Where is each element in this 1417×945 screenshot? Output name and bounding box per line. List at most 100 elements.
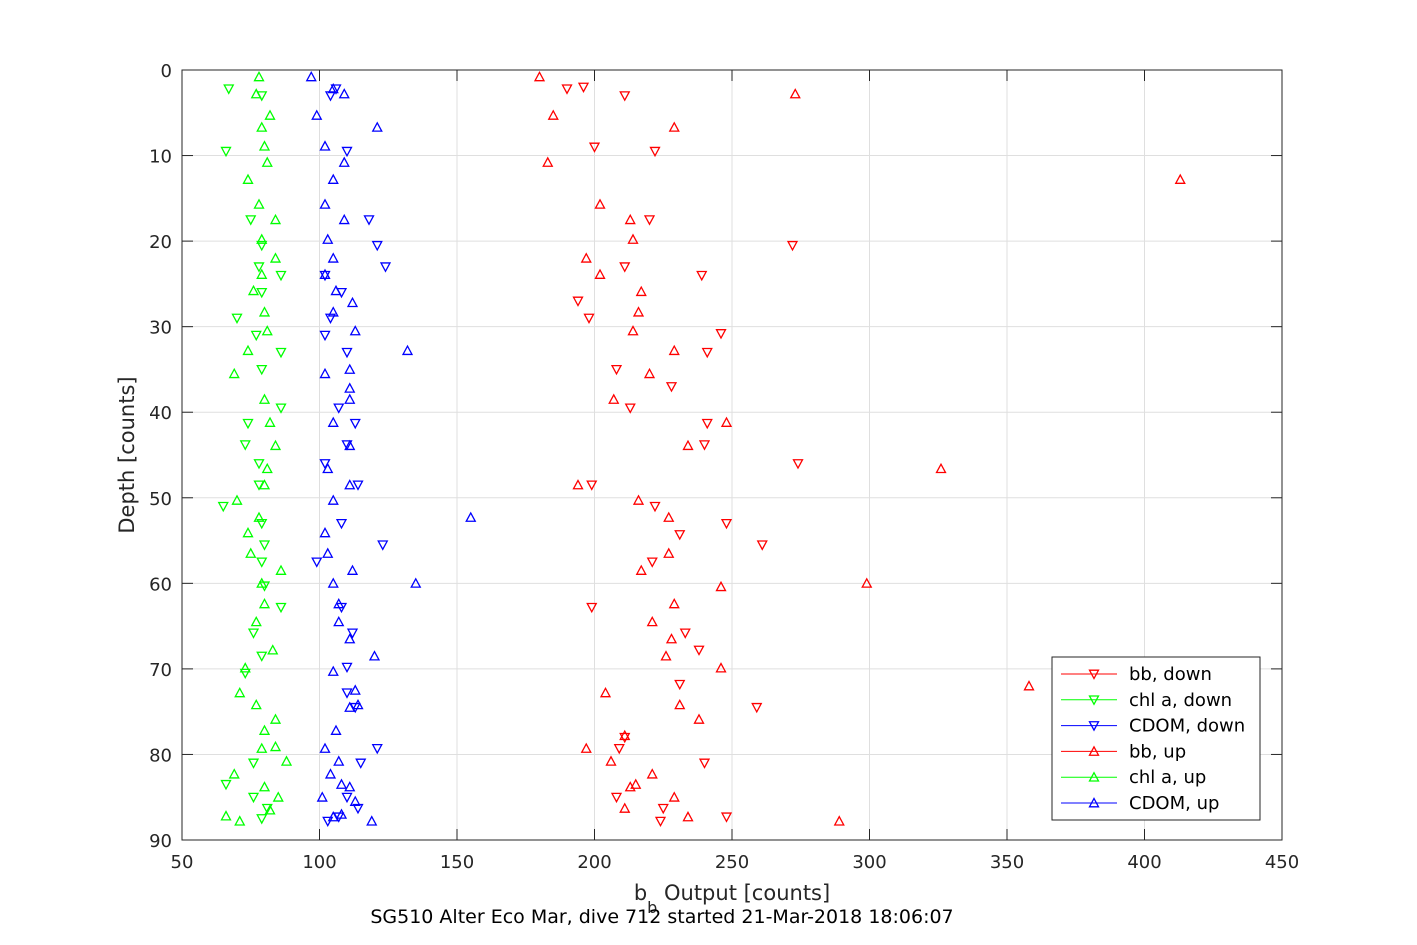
- data-point: [696, 270, 708, 282]
- data-point: [258, 306, 271, 317]
- data-point: [344, 701, 356, 712]
- data-point: [649, 146, 661, 158]
- data-point: [649, 501, 661, 513]
- legend-item: bb, up: [1061, 741, 1186, 762]
- data-point: [324, 91, 337, 102]
- data-point: [693, 713, 705, 724]
- data-point: [247, 758, 260, 769]
- data-point: [319, 270, 331, 282]
- data-point: [341, 792, 353, 804]
- data-point: [269, 740, 282, 752]
- legend-marker: [1088, 721, 1100, 732]
- data-point: [660, 650, 672, 661]
- data-point: [643, 367, 656, 379]
- y-tick-label: 40: [149, 403, 172, 424]
- data-point: [322, 233, 334, 244]
- data-point: [682, 811, 694, 822]
- y-tick-labels: 0 10 20 30 40 50 60 70 80 90: [149, 61, 172, 852]
- data-point: [379, 262, 392, 273]
- data-point: [311, 109, 323, 120]
- data-point: [330, 84, 342, 95]
- data-point: [239, 668, 251, 680]
- data-point: [319, 742, 331, 753]
- data-point: [250, 698, 262, 710]
- data-point: [627, 233, 639, 244]
- data-point: [720, 812, 733, 823]
- data-point: [327, 665, 339, 676]
- data-point: [632, 306, 645, 317]
- data-point: [322, 816, 334, 828]
- data-point: [327, 416, 339, 427]
- data-point: [355, 758, 367, 769]
- legend: bb, down chl a, down CDOM, down bb, up chl a…: [1051, 656, 1261, 821]
- data-point: [341, 688, 353, 699]
- data-point: [720, 518, 733, 530]
- data-point: [261, 803, 273, 815]
- data-point: [228, 768, 240, 779]
- data-point: [258, 479, 271, 490]
- data-point: [635, 285, 647, 297]
- data-point: [220, 146, 232, 158]
- data-point: [327, 252, 339, 263]
- y-tick-label: 0: [161, 61, 172, 82]
- data-point: [322, 547, 334, 558]
- data-point: [646, 768, 658, 779]
- data-point: [242, 344, 254, 356]
- legend-label: bb, down: [1129, 664, 1212, 685]
- data-point: [682, 439, 694, 451]
- data-point: [316, 791, 328, 802]
- legend-item: chl a, down: [1061, 690, 1232, 711]
- data-point: [635, 564, 647, 575]
- x-tick-label: 350: [990, 852, 1024, 873]
- y-tick-label: 20: [149, 232, 172, 253]
- data-point: [674, 679, 686, 691]
- data-point: [324, 313, 337, 324]
- data-point: [330, 724, 342, 735]
- data-point: [371, 121, 383, 132]
- legend-label: CDOM, down: [1129, 716, 1245, 737]
- legend-marker: [1088, 695, 1100, 706]
- x-tick-label: 300: [852, 852, 886, 873]
- data-point: [349, 684, 361, 695]
- data-point: [256, 240, 268, 252]
- data-point: [349, 418, 361, 430]
- data-point: [258, 140, 271, 151]
- data-point: [338, 213, 350, 225]
- legend-item: chl a, up: [1061, 767, 1206, 788]
- data-point: [542, 156, 554, 167]
- data-point: [613, 743, 625, 755]
- legend-label: CDOM, up: [1129, 793, 1219, 814]
- data-point: [624, 213, 636, 225]
- data-point: [693, 645, 705, 656]
- data-point: [250, 88, 262, 99]
- data-point: [275, 270, 287, 282]
- data-point: [319, 330, 331, 342]
- data-point: [264, 416, 276, 427]
- data-point: [674, 530, 686, 541]
- data-point: [352, 480, 364, 491]
- legend-marker: [1088, 669, 1100, 680]
- data-point: [547, 109, 559, 120]
- data-point: [646, 557, 658, 568]
- data-point: [341, 347, 353, 359]
- data-point: [346, 296, 359, 308]
- data-point: [324, 768, 337, 779]
- data-point: [253, 70, 265, 82]
- data-point: [242, 418, 254, 430]
- data-point: [668, 344, 680, 356]
- data-point: [627, 325, 639, 336]
- data-point: [594, 268, 606, 279]
- data-point: [245, 215, 257, 226]
- data-point: [668, 121, 680, 132]
- data-point: [234, 686, 246, 698]
- data-point: [580, 252, 592, 263]
- data-point: [344, 363, 356, 374]
- data-point: [401, 344, 414, 356]
- data-point: [231, 313, 243, 324]
- series-4: [220, 70, 293, 826]
- data-point: [720, 416, 733, 427]
- data-point: [217, 501, 229, 513]
- data-point: [346, 564, 359, 575]
- y-tick-label: 60: [149, 574, 172, 595]
- data-point: [327, 577, 339, 588]
